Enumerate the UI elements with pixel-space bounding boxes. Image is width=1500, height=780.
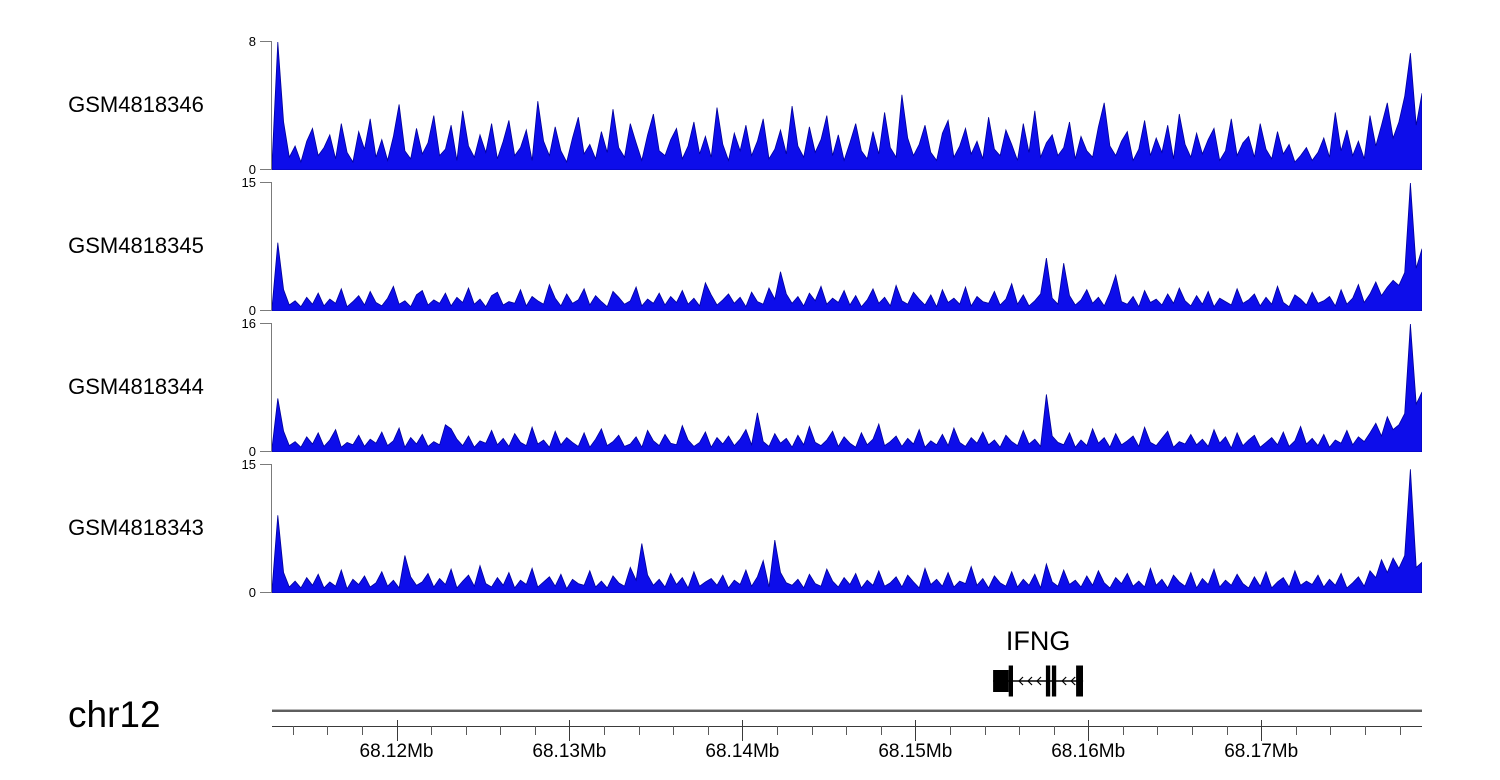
axis-tick-baseline bbox=[272, 726, 1422, 727]
axis-tick-label: 68.15Mb bbox=[878, 741, 953, 762]
y-axis-bottom-tick bbox=[260, 310, 272, 311]
axis-minor-tick bbox=[604, 726, 605, 735]
signal-polygon bbox=[272, 323, 1422, 452]
strand-arrow-icon bbox=[1027, 676, 1033, 686]
signal-area-plot bbox=[272, 323, 1422, 452]
gene-exon bbox=[993, 670, 1009, 692]
y-axis-line bbox=[271, 182, 272, 311]
y-axis-line bbox=[271, 41, 272, 170]
y-axis-top-tick bbox=[260, 323, 272, 324]
y-axis-bottom-tick bbox=[260, 592, 272, 593]
signal-area-plot bbox=[272, 41, 1422, 170]
axis-tick-label: 68.12Mb bbox=[359, 741, 434, 762]
signal-track: GSM4818345 15 0 bbox=[0, 175, 1500, 318]
y-axis-min-label: 0 bbox=[248, 162, 256, 177]
axis-minor-tick bbox=[465, 726, 467, 735]
y-axis-min-label: 0 bbox=[248, 585, 256, 600]
gene-model-glyph bbox=[993, 665, 1084, 697]
signal-polygon bbox=[272, 469, 1422, 593]
signal-polygon bbox=[272, 41, 1422, 170]
axis-minor-tick bbox=[777, 726, 778, 735]
axis-tick-label: 68.13Mb bbox=[532, 741, 607, 762]
axis-minor-tick bbox=[1122, 726, 1124, 735]
axis-minor-tick bbox=[1226, 726, 1228, 735]
axis-major-tick bbox=[569, 720, 571, 741]
strand-arrow-icon bbox=[1036, 676, 1042, 686]
y-axis-min-label: 0 bbox=[248, 444, 256, 459]
axis-major-tick bbox=[915, 720, 917, 741]
axis-minor-tick bbox=[1330, 726, 1332, 735]
axis-minor-tick bbox=[1399, 726, 1401, 735]
track-sample-label: GSM4818344 bbox=[68, 374, 204, 399]
track-sample-label: GSM4818343 bbox=[68, 515, 204, 540]
y-axis-bottom-tick bbox=[260, 169, 272, 170]
axis-major-tick bbox=[1261, 720, 1263, 741]
chromosome-label: chr12 bbox=[68, 694, 161, 735]
axis-minor-tick bbox=[638, 726, 640, 735]
axis-minor-tick bbox=[327, 726, 329, 735]
y-axis-top-tick bbox=[260, 464, 272, 465]
gene-exon bbox=[1051, 665, 1057, 697]
axis-tick-label: 68.14Mb bbox=[705, 741, 780, 762]
track-sample-label: GSM4818346 bbox=[68, 92, 204, 117]
track-y-axis: 8 0 bbox=[200, 34, 272, 177]
track-y-axis: 15 0 bbox=[200, 175, 272, 318]
axis-minor-tick bbox=[707, 726, 709, 735]
strand-arrow-icon bbox=[1061, 676, 1067, 686]
axis-minor-tick bbox=[1364, 726, 1366, 735]
y-axis-max-label: 16 bbox=[241, 316, 256, 331]
axis-minor-tick bbox=[1053, 726, 1055, 735]
axis-minor-tick bbox=[1192, 726, 1193, 735]
signal-track: GSM4818346 8 0 bbox=[0, 34, 1500, 177]
axis-minor-tick bbox=[811, 726, 813, 735]
axis-range-line bbox=[272, 709, 1422, 712]
axis-minor-tick bbox=[1019, 726, 1021, 735]
axis-minor-tick bbox=[292, 726, 294, 735]
y-axis-max-label: 8 bbox=[248, 34, 256, 49]
axis-major-tick bbox=[396, 720, 398, 741]
y-axis-max-label: 15 bbox=[241, 175, 256, 190]
axis-minor-tick bbox=[673, 726, 675, 735]
axis-minor-tick bbox=[1295, 726, 1297, 735]
signal-area-plot bbox=[272, 182, 1422, 311]
track-sample-label: GSM4818345 bbox=[68, 233, 204, 258]
y-axis-line bbox=[271, 464, 272, 593]
signal-area-plot bbox=[272, 469, 1422, 593]
y-axis-min-label: 0 bbox=[248, 303, 256, 318]
y-axis-top-tick bbox=[260, 182, 272, 183]
axis-minor-tick bbox=[984, 726, 986, 735]
axis-minor-tick bbox=[880, 726, 882, 735]
gene-exon bbox=[1076, 665, 1083, 697]
axis-major-tick bbox=[1088, 720, 1090, 741]
axis-minor-tick bbox=[534, 726, 536, 735]
track-y-axis: 15 0 bbox=[200, 457, 272, 600]
axis-minor-tick bbox=[1157, 726, 1159, 735]
track-y-axis: 16 0 bbox=[200, 316, 272, 459]
gene-exon bbox=[1008, 665, 1013, 697]
gene-exon bbox=[1045, 665, 1051, 697]
y-axis-max-label: 15 bbox=[241, 457, 256, 472]
signal-track: GSM4818343 15 0 bbox=[0, 457, 1500, 600]
axis-minor-tick bbox=[846, 726, 848, 735]
y-axis-top-tick bbox=[260, 41, 272, 42]
axis-minor-tick bbox=[431, 726, 433, 735]
axis-tick-label: 68.17Mb bbox=[1224, 741, 1299, 762]
y-axis-line bbox=[271, 323, 272, 452]
axis-minor-tick bbox=[949, 726, 951, 735]
strand-arrow-icon bbox=[1018, 676, 1024, 686]
axis-major-tick bbox=[742, 720, 744, 741]
signal-polygon bbox=[272, 182, 1422, 311]
axis-minor-tick bbox=[361, 726, 363, 735]
y-axis-bottom-tick bbox=[260, 451, 272, 452]
gene-name-label: IFNG bbox=[1005, 626, 1071, 656]
axis-minor-tick bbox=[500, 726, 502, 735]
strand-arrow-icon bbox=[1070, 676, 1076, 686]
axis-tick-label: 68.16Mb bbox=[1051, 741, 1126, 762]
signal-track: GSM4818344 16 0 bbox=[0, 316, 1500, 459]
